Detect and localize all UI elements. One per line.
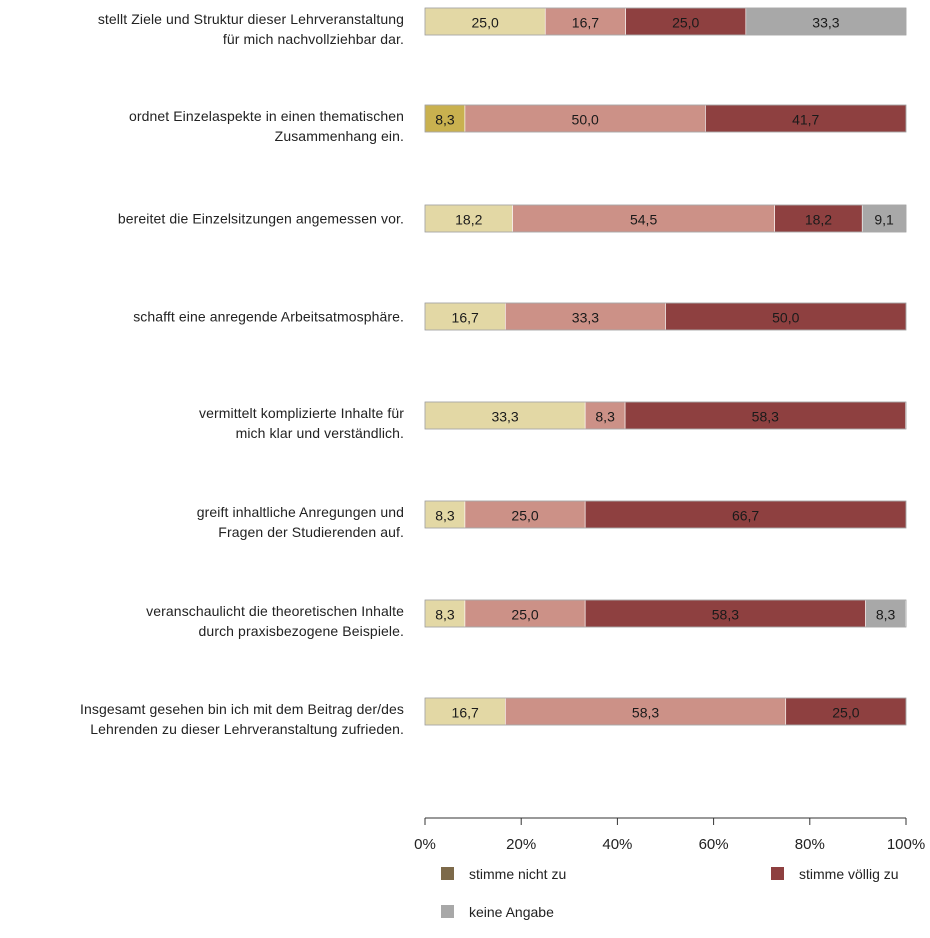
bar-segment xyxy=(424,697,506,726)
data-label: 16,7 xyxy=(572,15,599,31)
category-label: vermittelt komplizierte Inhalte für xyxy=(199,405,404,421)
category-label: bereitet die Einzelsitzungen angemessen … xyxy=(118,211,404,227)
category-label: schafft eine anregende Arbeitsatmosphäre… xyxy=(133,309,404,325)
bar-segment xyxy=(584,500,907,529)
data-label: 18,2 xyxy=(805,212,832,228)
bar-outline xyxy=(424,500,907,529)
data-label: 33,3 xyxy=(572,310,599,326)
category-label: Lehrenden zu dieser Lehrveranstaltung zu… xyxy=(90,721,404,737)
data-label: 58,3 xyxy=(752,409,779,425)
category-label: für mich nachvollziehbar dar. xyxy=(223,31,404,47)
bar-outline xyxy=(424,104,907,133)
data-label: 8,3 xyxy=(876,607,896,623)
category-label: stellt Ziele und Struktur dieser Lehrver… xyxy=(98,11,404,27)
bar-segment xyxy=(464,104,706,133)
legend-label: stimme völlig zu xyxy=(799,866,899,882)
data-label: 33,3 xyxy=(491,409,518,425)
data-label: 50,0 xyxy=(772,310,799,326)
data-label: 41,7 xyxy=(792,112,819,128)
data-label: 58,3 xyxy=(632,705,659,721)
bar-segment xyxy=(785,697,907,726)
category-label: durch praxisbezogene Beispiele. xyxy=(199,623,404,639)
category-label: Zusammenhang ein. xyxy=(275,128,404,144)
legend-label: keine Angabe xyxy=(469,904,554,920)
data-label: 16,7 xyxy=(452,705,479,721)
category-label: ordnet Einzelaspekte in einen thematisch… xyxy=(129,108,404,124)
x-tick-label: 80% xyxy=(795,836,825,853)
category-label: Fragen der Studierenden auf. xyxy=(218,524,404,540)
data-label: 50,0 xyxy=(572,112,599,128)
x-tick-label: 40% xyxy=(602,836,632,853)
data-label: 18,2 xyxy=(455,212,482,228)
x-tick-label: 20% xyxy=(506,836,536,853)
data-label: 8,3 xyxy=(435,112,455,128)
data-label: 25,0 xyxy=(672,15,699,31)
data-label: 8,3 xyxy=(435,607,455,623)
data-label: 66,7 xyxy=(732,508,759,524)
bar-segment xyxy=(745,7,907,36)
bar-outline xyxy=(424,599,907,628)
category-label: mich klar und verständlich. xyxy=(236,425,404,441)
bar-segment xyxy=(505,697,787,726)
bar-outline xyxy=(424,302,907,331)
bar-segment xyxy=(705,104,907,133)
x-tick-label: 60% xyxy=(699,836,729,853)
category-label: greift inhaltliche Anregungen und xyxy=(197,504,404,520)
data-label: 25,0 xyxy=(511,508,538,524)
bar-segment xyxy=(544,7,626,36)
category-label: veranschaulicht die theoretischen Inhalt… xyxy=(146,603,404,619)
bar-outline xyxy=(424,7,907,36)
legend-label: stimme nicht zu xyxy=(469,866,566,882)
data-label: 33,3 xyxy=(812,15,839,31)
legend-swatch xyxy=(441,867,454,880)
data-label: 9,1 xyxy=(874,212,894,228)
bar-segment xyxy=(464,500,586,529)
legend-swatch xyxy=(441,905,454,918)
legend-swatch xyxy=(771,867,784,880)
data-label: 8,3 xyxy=(435,508,455,524)
x-tick-label: 0% xyxy=(414,836,436,853)
bar-outline xyxy=(424,697,907,726)
data-label: 25,0 xyxy=(472,15,499,31)
data-label: 58,3 xyxy=(712,607,739,623)
bar-segment xyxy=(424,7,546,36)
bar-outline xyxy=(424,204,907,233)
data-label: 8,3 xyxy=(595,409,615,425)
x-tick-label: 100% xyxy=(887,836,925,853)
data-label: 16,7 xyxy=(452,310,479,326)
bar-outline xyxy=(424,401,907,430)
bar-segment xyxy=(584,599,866,628)
bar-segment xyxy=(424,302,506,331)
data-label: 54,5 xyxy=(630,212,657,228)
data-label: 25,0 xyxy=(511,607,538,623)
bar-segment xyxy=(624,401,906,430)
data-label: 25,0 xyxy=(832,705,859,721)
category-label: Insgesamt gesehen bin ich mit dem Beitra… xyxy=(80,701,404,717)
